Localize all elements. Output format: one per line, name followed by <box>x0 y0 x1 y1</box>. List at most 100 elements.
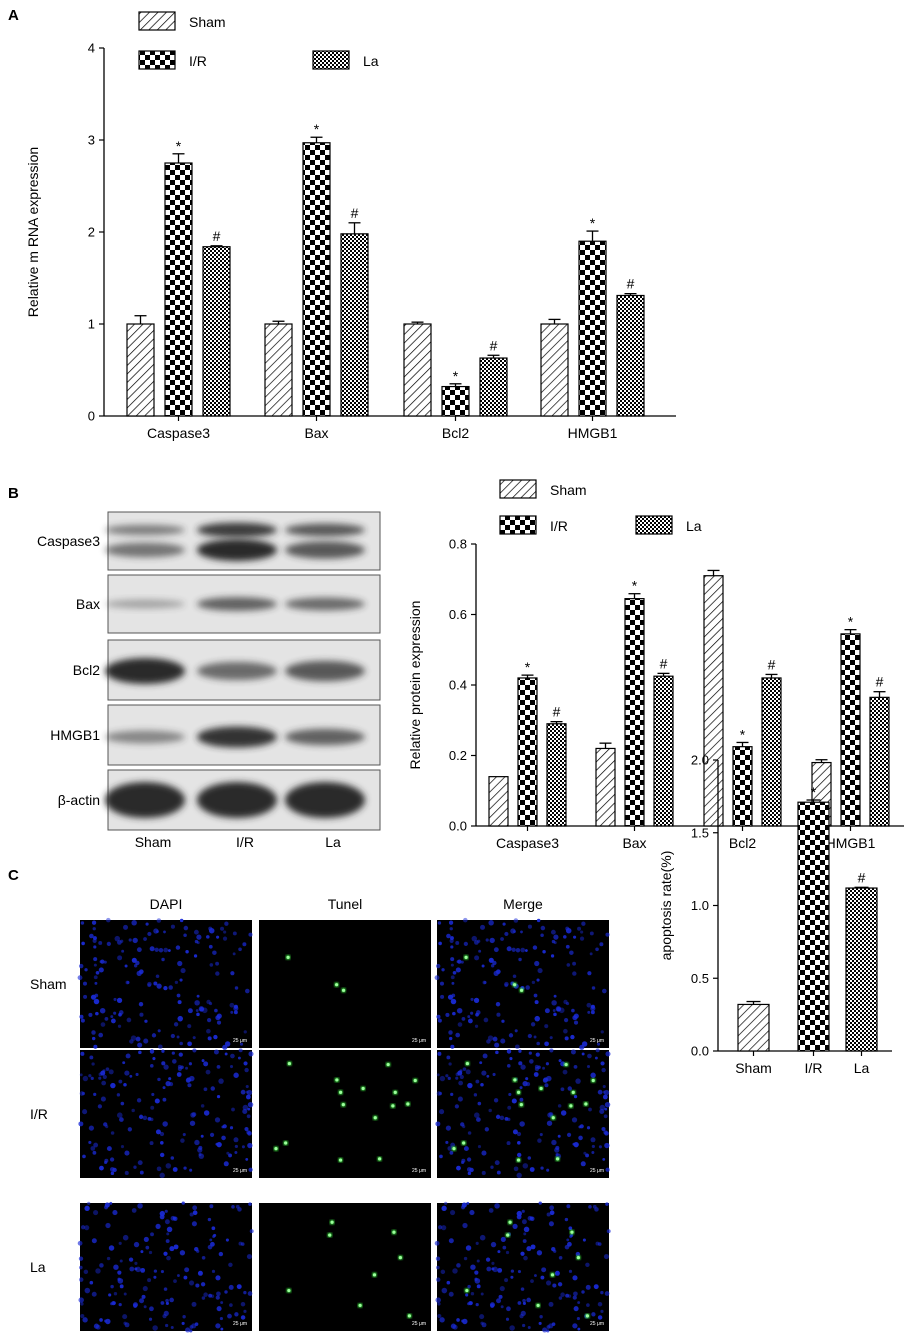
x-tick-label-bax: Bax <box>304 425 328 441</box>
nucleus <box>589 952 593 956</box>
nucleus <box>452 970 457 975</box>
nucleus <box>156 983 162 989</box>
nucleus <box>502 922 506 926</box>
nucleus <box>203 1292 208 1297</box>
nucleus <box>131 1108 135 1113</box>
nucleus <box>597 1089 603 1095</box>
nucleus <box>590 1005 596 1012</box>
nucleus <box>603 1089 610 1096</box>
nucleus <box>100 959 105 964</box>
nucleus <box>98 967 104 973</box>
nucleus <box>470 1011 474 1015</box>
nucleus <box>230 1010 234 1014</box>
nucleus <box>159 1172 165 1179</box>
nucleus <box>447 994 454 1000</box>
nucleus <box>234 1151 238 1154</box>
significance-mark: * <box>590 215 596 231</box>
nucleus <box>537 1138 542 1143</box>
nucleus <box>244 1067 249 1073</box>
tunel-positive-core <box>338 1090 343 1094</box>
nucleus <box>563 935 567 939</box>
nucleus <box>170 1326 174 1330</box>
nucleus <box>504 1278 509 1283</box>
nucleus <box>599 1104 606 1111</box>
nucleus <box>116 1112 123 1118</box>
nucleus <box>151 1092 155 1097</box>
nucleus <box>558 1296 563 1300</box>
nucleus <box>534 1015 540 1022</box>
nucleus <box>189 1168 193 1172</box>
nucleus <box>139 1298 145 1304</box>
nucleus <box>207 1036 212 1041</box>
nucleus <box>163 986 168 991</box>
nucleus <box>90 1076 94 1081</box>
micrograph-row-i-r: I/R <box>30 1106 48 1122</box>
nucleus <box>560 1087 565 1092</box>
nucleus <box>542 950 546 954</box>
nucleus <box>187 1008 193 1014</box>
tunel-positive-core <box>287 1061 292 1066</box>
nucleus <box>437 1225 443 1230</box>
legend-label-i-r: I/R <box>189 53 207 69</box>
nucleus <box>521 1219 527 1225</box>
nucleus <box>450 1044 455 1049</box>
nucleus <box>550 954 555 958</box>
nucleus <box>496 1298 502 1304</box>
blot-band <box>105 599 185 609</box>
nucleus <box>195 1283 200 1288</box>
nucleus <box>244 1126 249 1132</box>
nucleus <box>113 1291 118 1296</box>
nucleus <box>450 998 457 1005</box>
nucleus <box>496 1170 501 1175</box>
nucleus <box>102 1074 107 1080</box>
nucleus <box>473 1093 478 1097</box>
nucleus <box>221 1135 226 1141</box>
bar-la-bax <box>653 675 674 827</box>
nucleus <box>176 1035 180 1039</box>
tunel-positive-core <box>506 1233 510 1237</box>
nucleus <box>135 1072 139 1077</box>
nucleus <box>581 1052 585 1056</box>
nucleus <box>573 1020 579 1025</box>
nucleus <box>216 935 220 939</box>
nucleus <box>79 1265 83 1270</box>
nucleus <box>133 1241 140 1248</box>
nucleus <box>578 1135 583 1141</box>
nucleus <box>605 1051 611 1057</box>
nucleus <box>518 957 522 962</box>
nucleus <box>215 1323 221 1329</box>
nucleus <box>542 1327 548 1333</box>
nucleus <box>215 1275 221 1281</box>
nucleus <box>189 1212 194 1217</box>
nucleus <box>573 1095 578 1099</box>
nucleus <box>458 1080 464 1086</box>
blot-lane-label-i-r: I/R <box>236 834 254 850</box>
nucleus <box>173 1244 179 1250</box>
nucleus <box>152 1057 156 1061</box>
nucleus <box>467 1171 472 1176</box>
y-tick-label: 0.5 <box>691 971 709 986</box>
nucleus <box>468 1301 473 1306</box>
nucleus <box>232 931 237 936</box>
nucleus <box>184 1267 190 1273</box>
nucleus <box>480 924 486 930</box>
nucleus <box>100 1022 106 1027</box>
nucleus <box>200 1282 206 1287</box>
nucleus <box>91 1036 96 1041</box>
nucleus <box>98 1076 102 1080</box>
micrograph-merge-i-r: 25 μm <box>435 1048 611 1179</box>
nucleus <box>118 1079 123 1084</box>
nucleus <box>216 1291 221 1297</box>
nucleus <box>445 1012 450 1017</box>
nucleus <box>522 1163 529 1169</box>
nucleus <box>479 1234 486 1241</box>
nucleus <box>173 1279 177 1284</box>
nucleus <box>124 1322 130 1328</box>
nucleus <box>445 1074 449 1078</box>
nucleus <box>449 1150 454 1155</box>
nucleus <box>144 1019 148 1023</box>
nucleus <box>508 1092 512 1097</box>
nucleus <box>572 1142 576 1146</box>
nucleus <box>215 1142 219 1146</box>
